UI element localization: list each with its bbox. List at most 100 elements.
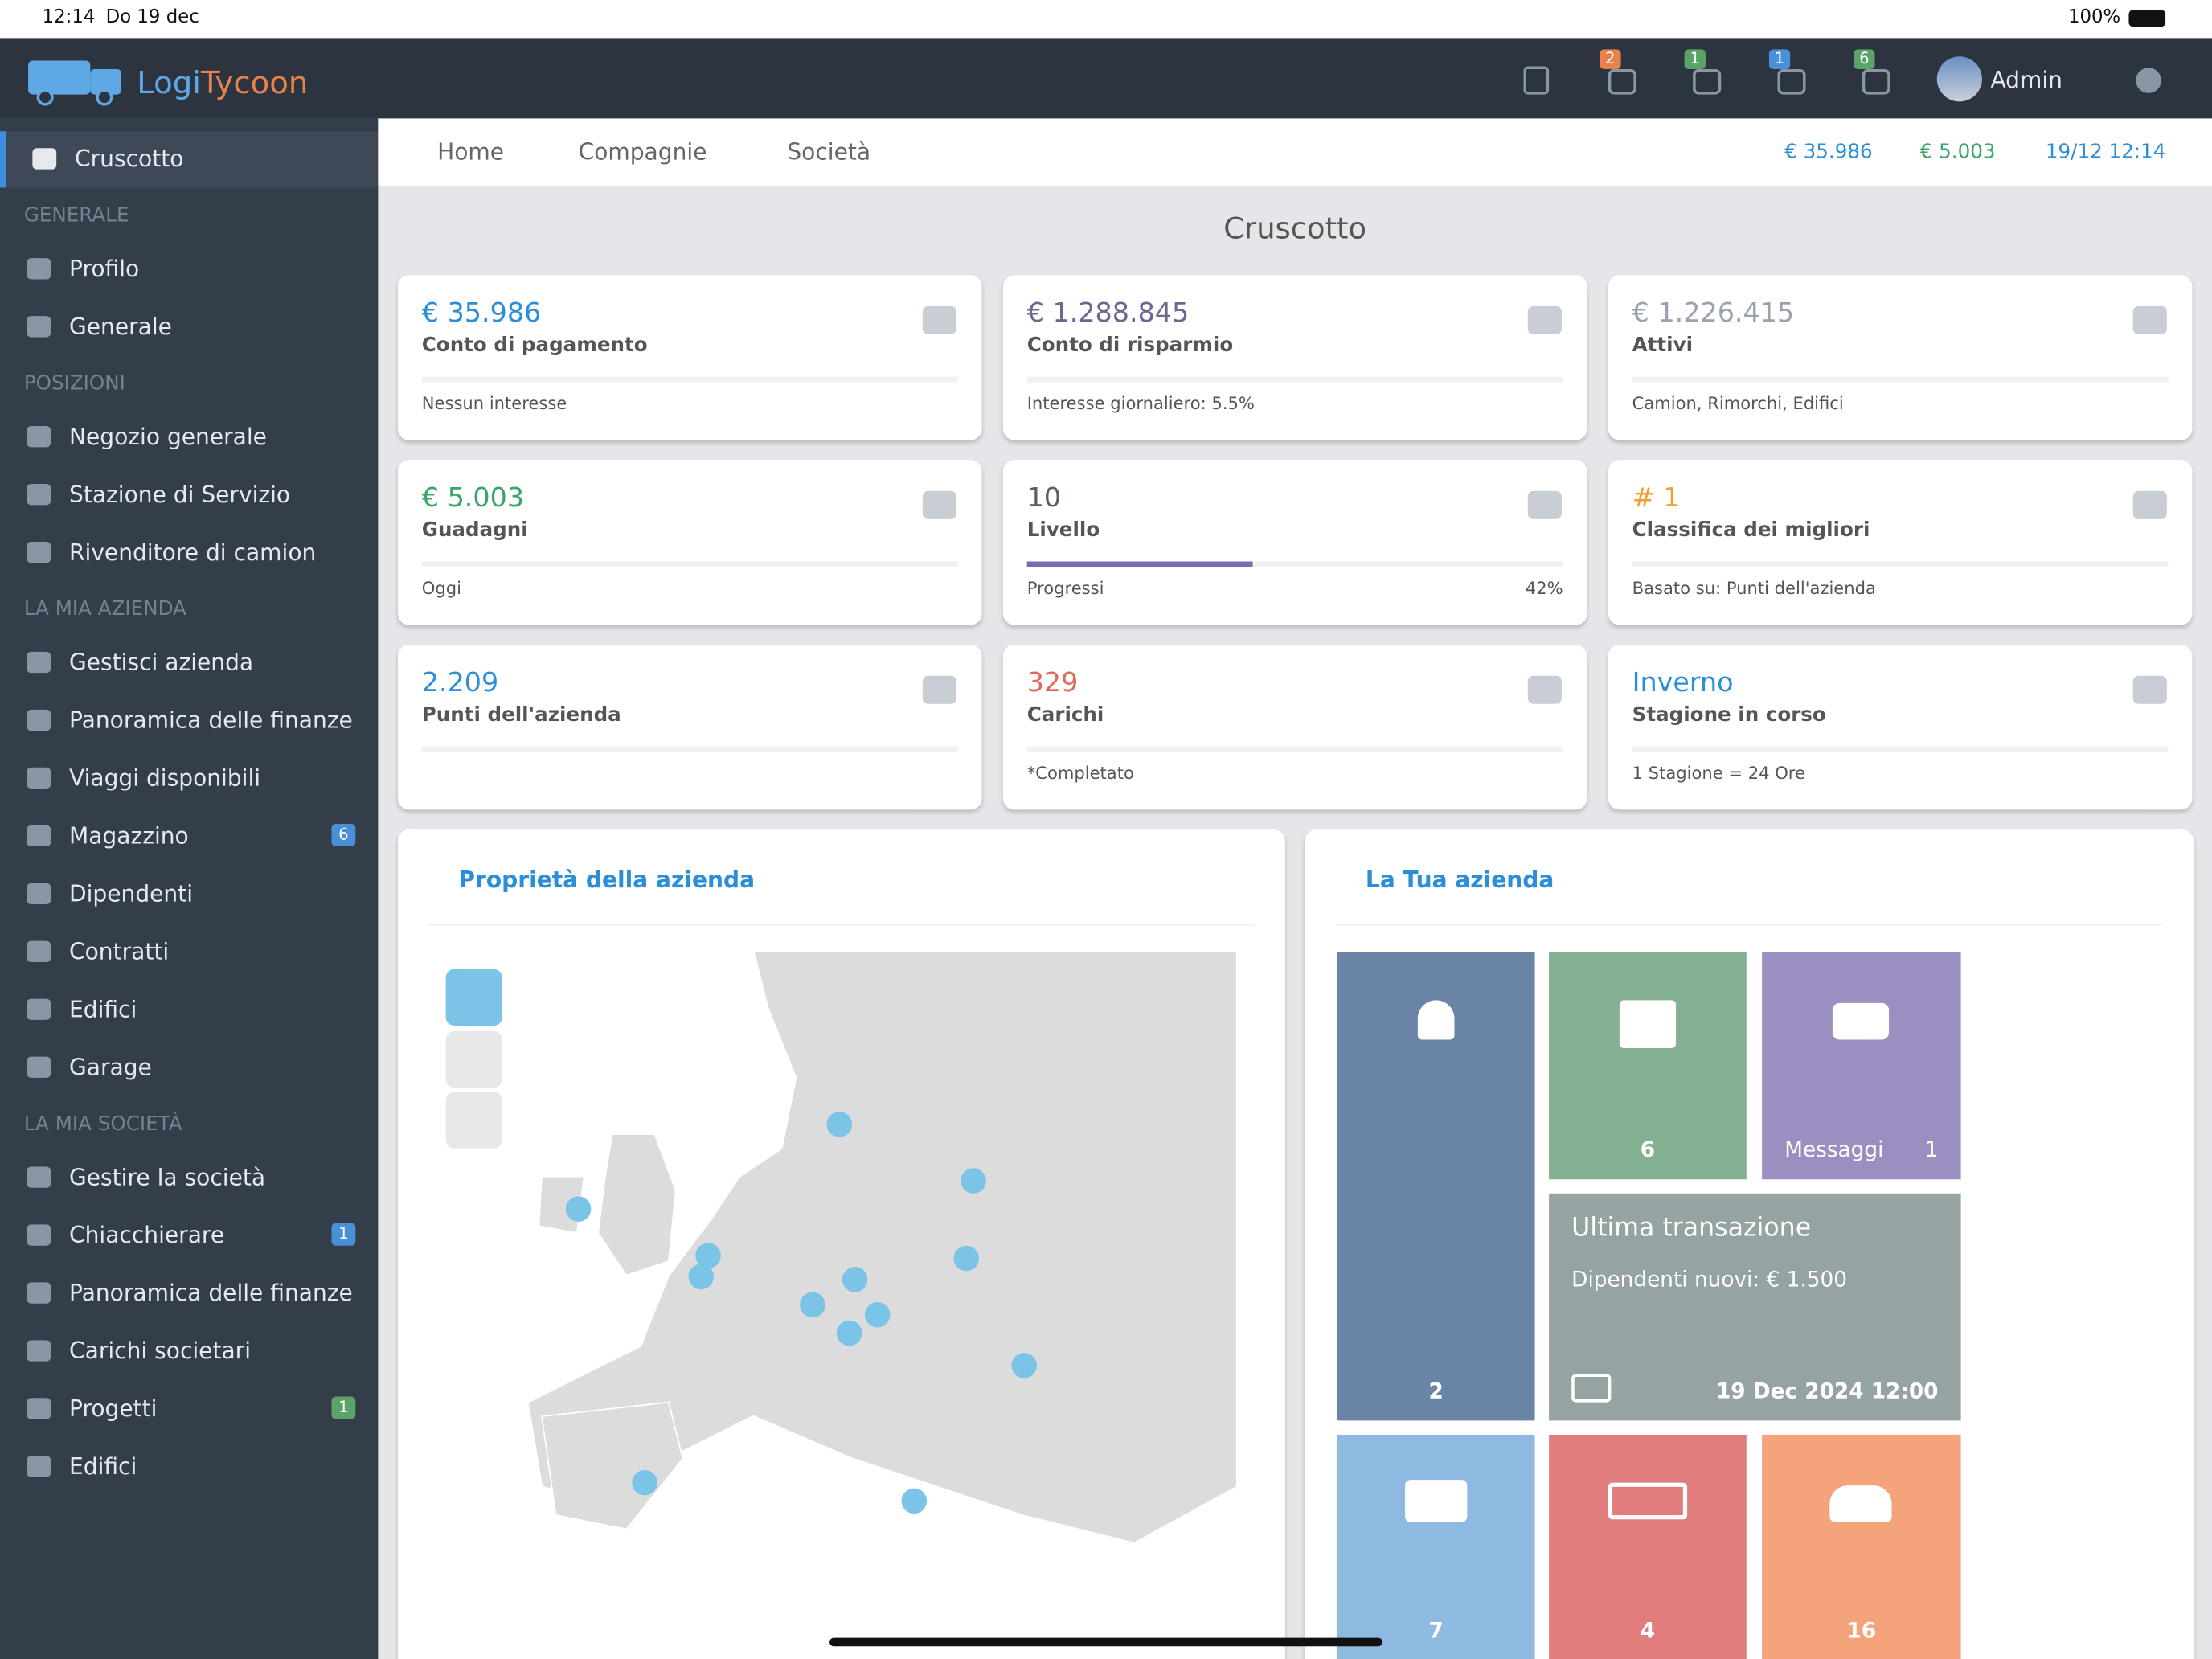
card-divider: [421, 746, 958, 752]
sidebar-item[interactable]: Panoramica delle finanze: [0, 693, 378, 749]
crumb[interactable]: Compagnie: [578, 137, 707, 166]
sidebar-item[interactable]: Profilo: [0, 241, 378, 297]
avatar[interactable]: [1936, 56, 1982, 102]
stat-card: 329 Carichi *Completato: [1002, 645, 1587, 810]
sidebar-badge: 1: [331, 1396, 356, 1419]
employees-tile[interactable]: 16: [1762, 1434, 1961, 1659]
logo-icon: [28, 60, 121, 106]
header-badge: 6: [1854, 49, 1875, 69]
sidebar-item[interactable]: Cruscotto: [0, 131, 379, 188]
sidebar-icon: [27, 651, 51, 674]
header-icon[interactable]: [1777, 68, 1806, 95]
sidebar-label: Stazione di Servizio: [68, 481, 291, 508]
progress-label: 42%: [1525, 578, 1563, 599]
panel-title: La Tua azienda: [1365, 866, 1555, 893]
sidebar-icon: [27, 258, 51, 280]
inbox-icon: [1832, 1002, 1890, 1040]
sidebar-label: Gestire la società: [68, 1163, 266, 1191]
header-icon[interactable]: [1693, 68, 1722, 95]
messages-tile[interactable]: Messaggi 1: [1762, 952, 1961, 1180]
crumb[interactable]: Home: [437, 137, 505, 166]
sidebar-item[interactable]: Generale: [0, 299, 378, 355]
sidebar-item[interactable]: Magazzino 6: [0, 809, 378, 865]
sidebar-heading: LA MIA AZIENDA: [23, 598, 186, 621]
sidebar-item[interactable]: Negozio generale: [0, 409, 378, 465]
card-footer: Basato su: Punti dell'azienda: [1632, 578, 1876, 599]
sidebar-icon: [27, 709, 51, 731]
sidebar-item[interactable]: Stazione di Servizio: [0, 467, 378, 523]
sidebar-item[interactable]: Progetti 1: [0, 1381, 378, 1437]
map-home[interactable]: [445, 969, 502, 1026]
sidebar-item[interactable]: Edifici: [0, 1439, 378, 1495]
sidebar-item[interactable]: Dipendenti: [0, 866, 378, 923]
sidebar-item[interactable]: Viaggi disponibili: [0, 751, 378, 807]
date: Do 19 dec: [105, 6, 199, 29]
truck-icon: [1405, 1480, 1468, 1522]
sidebar-item[interactable]: Garage: [0, 1040, 378, 1096]
sidebar-icon: [27, 1056, 51, 1078]
sidebar-icon: [27, 883, 51, 905]
sidebar-item[interactable]: Gestire la società: [0, 1149, 378, 1206]
calculator-icon[interactable]: [1523, 66, 1550, 95]
sidebar-item[interactable]: Panoramica delle finanze: [0, 1265, 378, 1321]
sidebar-item[interactable]: Contratti: [0, 924, 378, 981]
sidebar-icon: [27, 426, 51, 448]
sidebar-label: Dipendenti: [68, 880, 194, 907]
stat-card: € 1.226.415 Attivi Camion, Rimorchi, Edifi…: [1608, 275, 2193, 440]
sidebar-item[interactable]: Edifici: [0, 982, 378, 1038]
notifications-tile[interactable]: 2: [1337, 952, 1535, 1421]
header-icon[interactable]: [1608, 68, 1636, 95]
header-badge: 1: [1768, 49, 1791, 69]
properties-panel: Proprietà della azienda: [397, 829, 1285, 1659]
bell-icon: [1417, 1000, 1455, 1040]
sidebar-label: Generale: [68, 313, 172, 340]
user-icon[interactable]: [2136, 68, 2161, 93]
sidebar-label: Progetti: [68, 1395, 158, 1423]
sidebar-icon: [27, 767, 51, 789]
card-value: € 5.003: [421, 482, 525, 514]
sidebar-item[interactable]: Carichi societari: [0, 1323, 378, 1379]
sidebar-heading: POSIZIONI: [23, 372, 125, 395]
progress-bar: [1026, 561, 1252, 567]
sidebar-label: Contratti: [68, 938, 170, 965]
money-stat: € 35.986: [1784, 141, 1873, 164]
sidebar-badge: 6: [331, 823, 356, 847]
card-footer: 1 Stagione = 24 Ore: [1632, 763, 1805, 784]
warehouse-tile[interactable]: 6: [1549, 952, 1747, 1180]
zoom-in[interactable]: [445, 1030, 502, 1088]
logo-b: Tycoon: [200, 66, 309, 102]
card-value: 10: [1026, 482, 1062, 514]
sidebar-label: Cruscotto: [75, 145, 184, 173]
map[interactable]: [428, 950, 1238, 1558]
card-icon: [1527, 305, 1562, 334]
header-icon[interactable]: [1862, 68, 1890, 95]
transaction-tile[interactable]: Ultima transazione Dipendenti nuovi: € 1…: [1549, 1193, 1961, 1421]
divider: [428, 924, 1255, 926]
trailers-tile[interactable]: 4: [1549, 1434, 1747, 1659]
crumb[interactable]: Società: [787, 137, 871, 166]
sidebar-label: Panoramica delle finanze: [68, 1279, 353, 1307]
sidebar-label: Profilo: [68, 255, 140, 283]
card-value: € 1.288.845: [1026, 297, 1190, 329]
user-name[interactable]: Admin: [1990, 66, 2062, 93]
card-icon: [2132, 305, 2167, 334]
card-divider: [1026, 746, 1563, 752]
scale-icon: [1571, 1374, 1612, 1403]
zoom-out[interactable]: [445, 1092, 502, 1149]
card-label: Attivi: [1632, 334, 1694, 358]
card-icon: [1527, 490, 1562, 519]
card-label: Carichi: [1026, 703, 1104, 727]
sidebar-item[interactable]: Gestisci azienda: [0, 635, 378, 691]
card-divider: [421, 561, 958, 567]
sidebar-item[interactable]: Chiacchierare 1: [0, 1207, 378, 1264]
company-panel: La Tua azienda 2 6 Messaggi 1 Ultima tra…: [1305, 829, 2194, 1659]
sidebar-icon: [27, 940, 51, 962]
trucks-tile[interactable]: 7: [1337, 1434, 1535, 1659]
sidebar-label: Edifici: [68, 996, 137, 1023]
sidebar-item[interactable]: Rivenditore di camion: [0, 525, 378, 581]
card-footer: *Completato: [1026, 763, 1134, 784]
sidebar-icon: [27, 1166, 51, 1188]
tile-label: Messaggi: [1784, 1137, 1884, 1163]
logo[interactable]: LogiTycoon: [137, 66, 308, 101]
card-divider: [1632, 376, 2169, 383]
